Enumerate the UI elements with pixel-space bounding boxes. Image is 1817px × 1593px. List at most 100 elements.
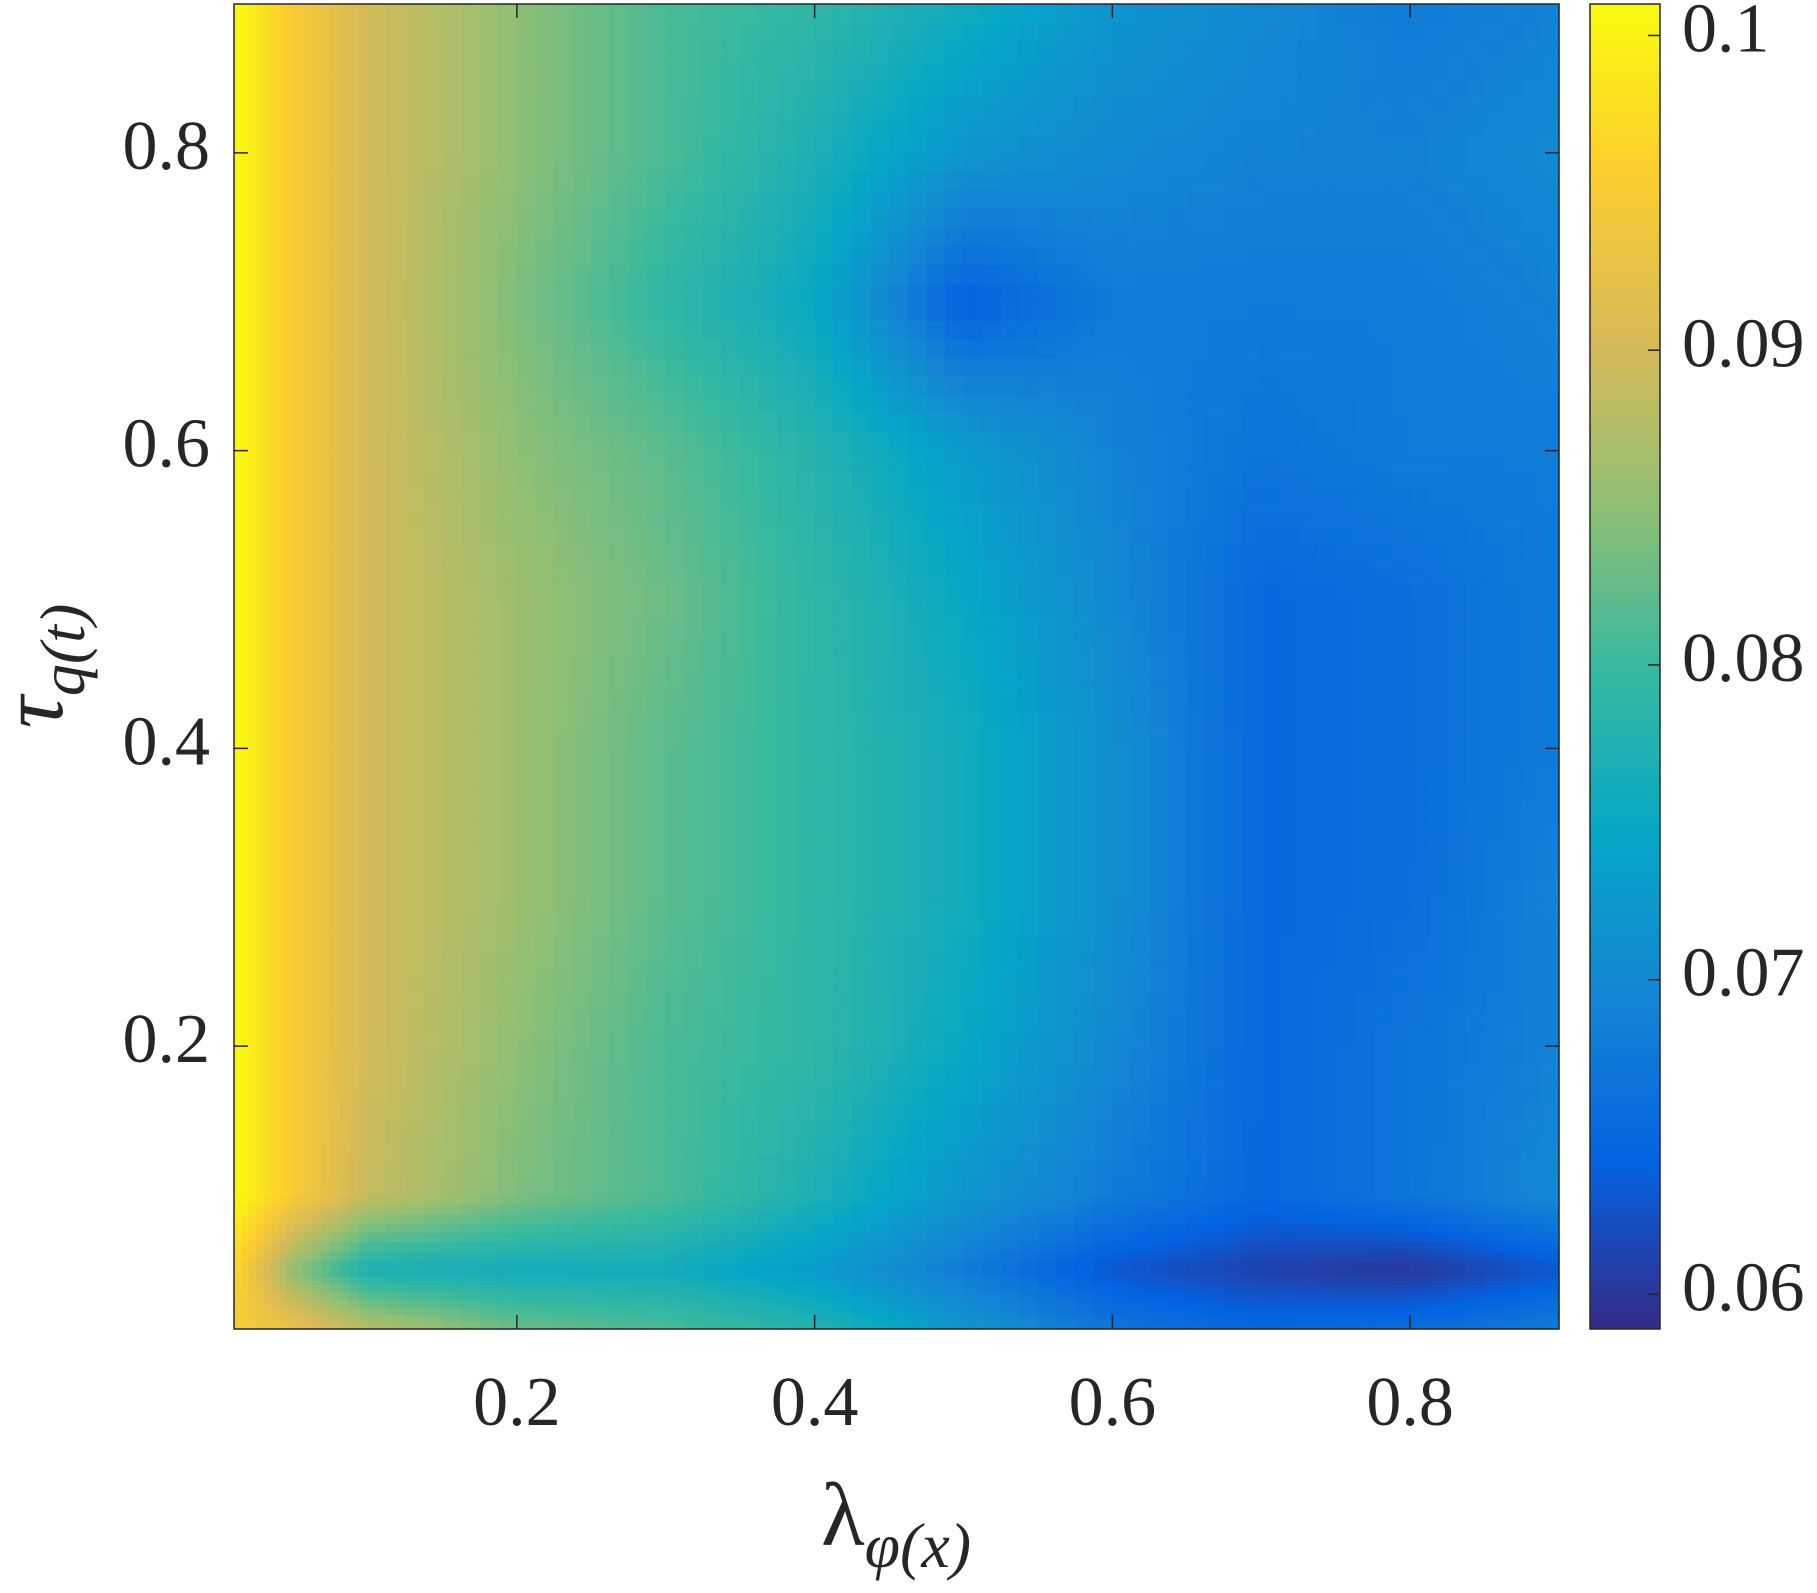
contour-cell — [386, 1250, 406, 1261]
contour-cell — [302, 1260, 313, 1271]
contour-cell — [628, 599, 648, 619]
contour-cell — [1149, 971, 1169, 991]
contour-cell — [572, 636, 592, 656]
contour-cell — [1242, 1027, 1262, 1047]
contour-cell — [286, 506, 295, 526]
contour-cell — [647, 878, 667, 898]
contour-cell — [1410, 1008, 1430, 1029]
contour-cell — [926, 711, 946, 731]
contour-cell — [349, 1321, 360, 1330]
contour-cell — [944, 525, 965, 545]
contour-cell — [1317, 692, 1337, 712]
contour-cell — [1149, 711, 1169, 731]
contour-cell — [1354, 525, 1374, 545]
contour-cell — [982, 413, 1002, 433]
contour-cell — [349, 1008, 360, 1029]
contour-cell — [851, 897, 872, 917]
contour-cell — [535, 711, 555, 731]
contour-cell — [1540, 487, 1560, 508]
contour-cell — [293, 338, 304, 359]
contour-cell — [423, 525, 444, 545]
contour-cell — [248, 1139, 257, 1159]
contour-cell — [405, 1284, 425, 1293]
contour-cell — [330, 1083, 341, 1103]
contour-cell — [405, 748, 425, 768]
contour-cell — [330, 487, 341, 508]
contour-cell — [498, 1213, 518, 1224]
contour-cell — [721, 1046, 741, 1066]
contour-cell — [851, 580, 872, 601]
contour-cell — [1019, 897, 1039, 917]
contour-cell — [1372, 711, 1393, 731]
contour-cell — [647, 915, 667, 936]
contour-cell — [1149, 1222, 1169, 1233]
contour-cell — [248, 1276, 257, 1285]
contour-cell — [721, 1157, 741, 1178]
contour-cell — [1279, 971, 1300, 991]
contour-cell — [684, 543, 704, 563]
contour-cell — [330, 338, 341, 359]
contour-cell — [1000, 1269, 1020, 1278]
contour-cell — [241, 1176, 250, 1196]
contour-cell — [665, 1299, 685, 1308]
contour-cell — [1093, 692, 1113, 712]
contour-cell — [628, 766, 648, 787]
contour-cell — [926, 301, 946, 321]
contour-cell — [321, 934, 332, 954]
contour-cell — [665, 804, 685, 824]
contour-cell — [740, 1046, 760, 1066]
contour-cell — [1428, 525, 1448, 545]
contour-cell — [758, 785, 778, 805]
contour-cell — [1372, 1139, 1393, 1159]
contour-cell — [554, 953, 574, 973]
contour-cell — [516, 1276, 537, 1285]
contour-cell — [796, 1204, 816, 1215]
contour-cell — [1465, 1083, 1486, 1103]
contour-cell — [1335, 543, 1355, 563]
contour-cell — [330, 990, 341, 1010]
contour-cell — [248, 1284, 257, 1293]
contour-cell — [591, 1321, 611, 1330]
contour-cell — [367, 878, 388, 898]
contour-cell — [263, 1222, 272, 1233]
contour-cell — [1093, 487, 1113, 508]
contour-cell — [278, 580, 287, 601]
contour-cell — [721, 1120, 741, 1140]
contour-cell — [1540, 729, 1560, 749]
contour-cell — [278, 1027, 287, 1047]
contour-cell — [1484, 1027, 1504, 1047]
contour-cell — [796, 841, 816, 861]
contour-cell — [665, 1269, 685, 1278]
contour-cell — [1465, 1046, 1486, 1066]
contour-cell — [1186, 1284, 1207, 1293]
contour-cell — [367, 1101, 388, 1122]
contour-cell — [1335, 1195, 1355, 1205]
contour-cell — [1261, 599, 1281, 619]
contour-cell — [1447, 1008, 1467, 1029]
contour-cell — [1056, 432, 1076, 452]
contour-cell — [535, 450, 555, 470]
contour-cell — [740, 636, 760, 656]
contour-cell — [1465, 1291, 1486, 1300]
contour-cell — [1391, 841, 1411, 861]
contour-cell — [740, 711, 760, 731]
contour-cell — [554, 1284, 574, 1293]
contour-cell — [241, 1284, 250, 1293]
contour-cell — [535, 1284, 555, 1293]
contour-cell — [889, 1291, 909, 1300]
contour-cell — [833, 320, 853, 340]
contour-cell — [302, 1232, 313, 1243]
contour-cell — [271, 1306, 280, 1315]
contour-cell — [349, 1269, 360, 1278]
contour-cell — [1056, 729, 1076, 749]
contour-cell — [321, 1222, 332, 1233]
contour-cell — [1000, 729, 1020, 749]
contour-cell — [1428, 655, 1448, 675]
contour-cell — [944, 1027, 965, 1047]
contour-cell — [423, 785, 444, 805]
contour-cell — [833, 1269, 853, 1278]
contour-cell — [340, 1139, 350, 1159]
contour-cell — [358, 748, 369, 768]
contour-cell — [1168, 1276, 1188, 1285]
contour-cell — [1000, 636, 1020, 656]
